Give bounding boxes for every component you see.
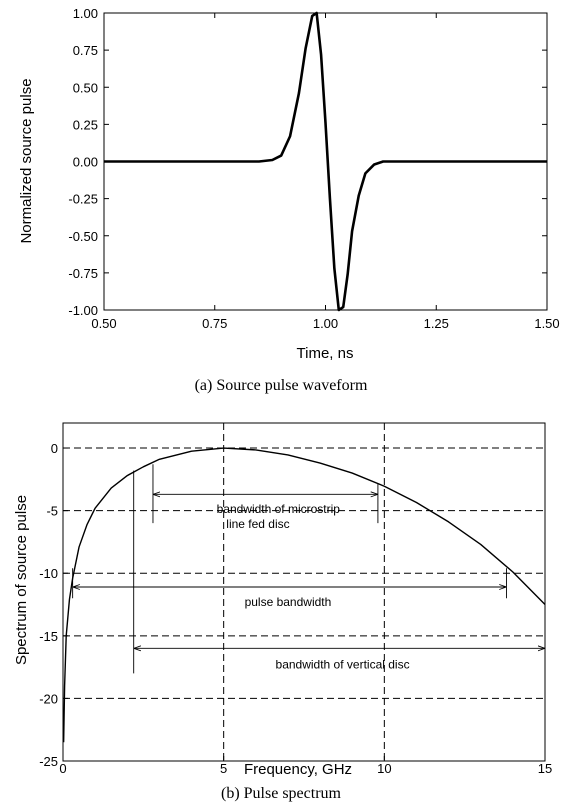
x-tick-label: 1.25 [424,316,449,331]
y-tick-label: 1.00 [73,6,98,21]
y-tick-label: -20 [39,691,58,706]
chart-a-caption: (a) Source pulse waveform [195,377,368,394]
y-tick-label: -25 [39,754,58,769]
x-tick-label: 0 [59,761,66,776]
y-tick-label: -0.25 [68,192,98,207]
annotation-label: bandwidth of microstrip line fed disc [217,502,341,531]
annotation-label: pulse bandwidth [245,595,332,609]
chart-a-y-label: Normalized source pulse [18,78,35,243]
y-tick-label: -10 [39,566,58,581]
chart-b-tick-labels: 0 5 10 15 0 -5 -10 -15 -20 -25 [39,441,552,776]
chart-a-tick-labels: 0.50 0.75 1.00 1.25 1.50 1.00 0.75 0.50 0.25 0.00… [68,6,559,331]
chart-b-gridlines [63,423,545,761]
chart-b-y-label: Spectrum of source pulse [13,495,30,665]
x-tick-label: 1.50 [534,316,559,331]
x-tick-label: 10 [377,761,391,776]
y-tick-label: 0.50 [73,80,98,95]
y-tick-label: -0.75 [68,266,98,281]
chart-b-x-label: Frequency, GHz [244,761,352,778]
chart-a-plot-frame [103,12,548,311]
chart-a-x-label: Time, ns [297,345,354,362]
chart-a-pulse-line [104,11,547,312]
y-tick-label: -5 [46,504,58,519]
y-tick-label: 0.75 [73,43,98,58]
x-tick-label: 15 [538,761,552,776]
x-tick-label: 1.00 [313,316,338,331]
chart-b: 0 5 10 15 0 -5 -10 -15 -20 -25 bandwidth of micro… [13,422,552,802]
chart-b-plot-frame [62,422,546,762]
y-tick-label: -15 [39,629,58,644]
y-tick-label: 0.25 [73,117,98,132]
x-tick-label: 0.75 [202,316,227,331]
chart-b-caption: (b) Pulse spectrum [221,785,342,802]
y-tick-label: 0.00 [73,155,98,170]
chart-b-spectrum-line [62,447,546,743]
x-tick-label: 0.50 [91,316,116,331]
y-tick-label: -0.50 [68,229,98,244]
x-tick-label: 5 [220,761,227,776]
annotation-label: bandwidth of vertical disc [276,657,410,671]
chart-a: 0.50 0.75 1.00 1.25 1.50 1.00 0.75 0.50 0.25 0.00… [18,6,560,394]
y-tick-label: -1.00 [68,303,98,318]
chart-b-annotations: bandwidth of microstrip line fed disc puls… [72,464,545,674]
y-tick-label: 0 [51,441,58,456]
